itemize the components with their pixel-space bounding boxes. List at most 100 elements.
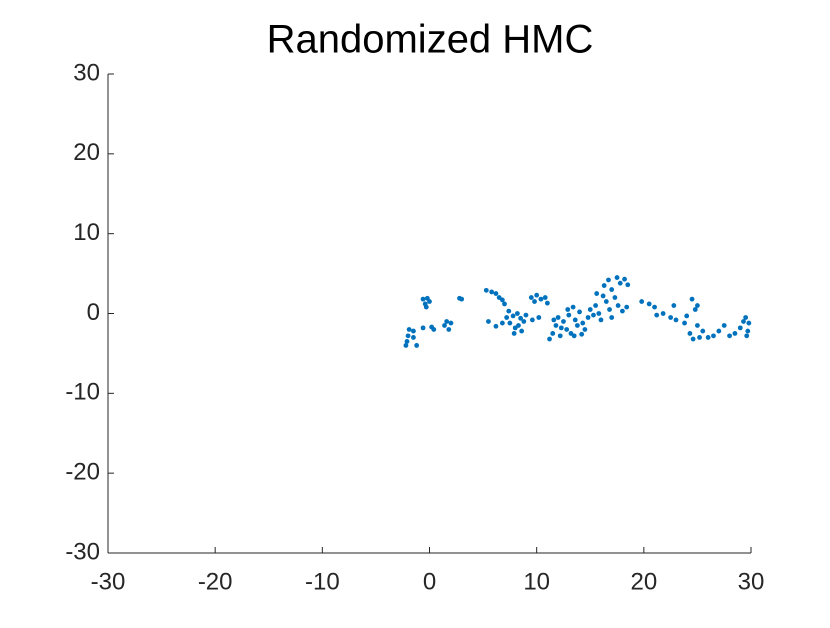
y-tick-label: 20	[73, 139, 100, 166]
point	[510, 313, 516, 319]
point	[486, 319, 491, 324]
point	[571, 333, 577, 339]
point	[561, 319, 566, 324]
point	[504, 315, 510, 320]
x-tick-label: 10	[523, 568, 550, 595]
point	[591, 312, 596, 318]
point	[534, 292, 540, 298]
point	[427, 299, 432, 304]
point	[431, 327, 437, 332]
point	[582, 327, 588, 332]
point	[737, 325, 743, 331]
point	[697, 335, 702, 340]
point	[684, 313, 690, 319]
point	[687, 331, 693, 336]
point	[521, 319, 527, 324]
point	[654, 312, 660, 318]
point	[615, 303, 621, 308]
point	[580, 320, 586, 326]
point	[622, 276, 627, 282]
point	[579, 331, 585, 337]
y-tick-label: 10	[73, 219, 100, 246]
point	[532, 299, 537, 304]
point	[639, 299, 645, 304]
x-tick-label: 20	[630, 568, 657, 595]
point	[603, 299, 609, 304]
point	[499, 297, 505, 303]
point	[744, 333, 750, 339]
point	[660, 311, 666, 316]
point	[585, 315, 591, 320]
point	[406, 327, 412, 332]
point	[566, 312, 572, 318]
y-tick-label: -10	[65, 379, 100, 406]
point	[459, 296, 465, 302]
point	[446, 327, 452, 332]
point	[716, 328, 722, 334]
point	[502, 301, 507, 307]
point	[689, 296, 695, 302]
point	[420, 296, 426, 302]
point	[411, 328, 416, 334]
point	[557, 333, 563, 339]
point	[695, 323, 700, 328]
point	[745, 328, 751, 334]
point	[577, 309, 582, 315]
point	[606, 277, 611, 283]
point	[572, 317, 578, 323]
point	[732, 331, 738, 336]
point	[493, 291, 499, 296]
point	[523, 312, 529, 318]
chart-title: Randomized HMC	[267, 18, 594, 62]
point	[690, 336, 696, 342]
point	[671, 303, 677, 308]
point	[544, 300, 550, 306]
point	[414, 343, 420, 348]
point	[403, 343, 409, 348]
point	[695, 303, 700, 308]
point	[550, 331, 556, 336]
point	[711, 333, 716, 339]
point	[612, 295, 618, 300]
point	[564, 327, 570, 332]
point	[673, 317, 679, 323]
point	[444, 319, 450, 324]
point	[536, 315, 542, 320]
x-tick-label: -30	[91, 568, 126, 595]
point	[499, 320, 505, 326]
point	[614, 275, 620, 280]
point	[511, 331, 517, 336]
point	[423, 304, 429, 310]
point	[411, 335, 416, 340]
point	[514, 311, 520, 316]
point	[600, 293, 606, 299]
point	[558, 325, 564, 331]
point	[624, 304, 630, 310]
point	[700, 328, 706, 334]
point	[601, 283, 607, 288]
point	[692, 307, 698, 312]
point	[553, 323, 559, 328]
point	[565, 307, 571, 312]
point	[574, 323, 580, 328]
point	[420, 325, 426, 331]
point	[551, 317, 557, 323]
point	[646, 301, 652, 307]
point	[555, 315, 561, 320]
point	[746, 320, 752, 326]
point	[542, 295, 548, 300]
y-tick-label: -20	[65, 459, 100, 486]
point	[507, 320, 513, 326]
point	[483, 287, 489, 293]
point	[404, 339, 410, 344]
point	[528, 295, 534, 300]
point	[609, 315, 615, 320]
point	[617, 280, 623, 286]
y-tick-label: -30	[65, 538, 100, 565]
point	[547, 336, 552, 342]
x-tick-label: -10	[305, 568, 340, 595]
point	[518, 315, 523, 321]
point	[743, 315, 749, 320]
point	[516, 323, 521, 328]
